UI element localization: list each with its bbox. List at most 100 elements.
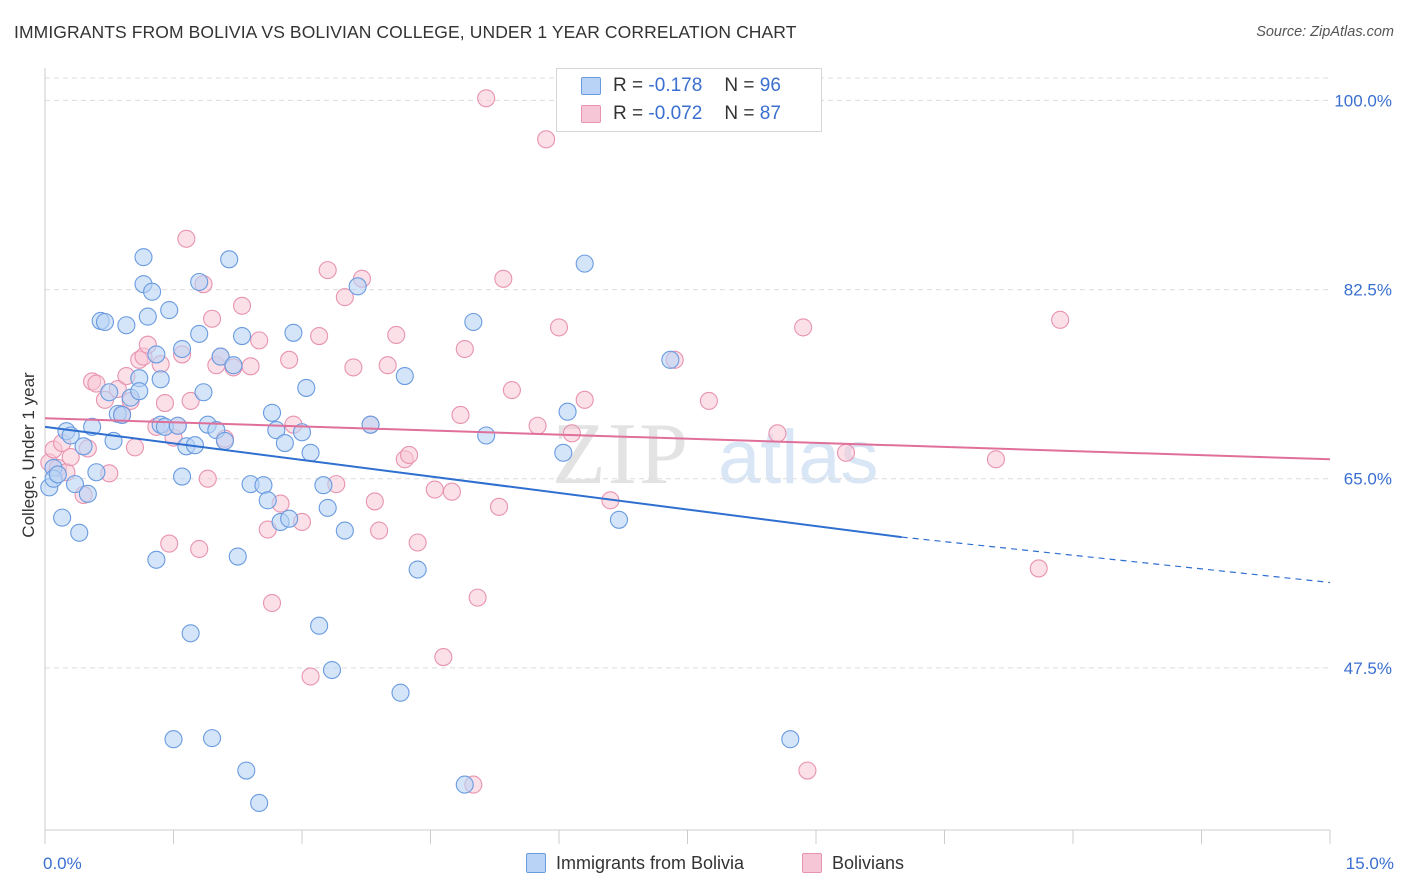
trend-line-immigrants-extrapolated bbox=[901, 536, 1331, 584]
x-tick-label-min: 0.0% bbox=[43, 854, 82, 873]
data-point-bolivians bbox=[365, 492, 384, 511]
data-point-immigrants bbox=[284, 323, 303, 342]
data-point-bolivians bbox=[699, 391, 718, 410]
data-point-immigrants bbox=[250, 793, 269, 813]
data-point-immigrants bbox=[138, 307, 157, 326]
data-point-immigrants bbox=[258, 491, 277, 510]
y-axis-label: College, Under 1 year bbox=[19, 372, 38, 538]
data-point-immigrants bbox=[70, 523, 89, 542]
data-point-immigrants bbox=[95, 312, 115, 332]
data-point-bolivians bbox=[387, 325, 406, 345]
data-point-bolivians bbox=[451, 405, 470, 425]
data-point-bolivians bbox=[442, 482, 461, 501]
y-tick-label: 82.5% bbox=[1344, 281, 1392, 300]
watermark-zip: ZIP bbox=[552, 406, 690, 503]
data-point-immigrants bbox=[609, 510, 629, 529]
data-point-immigrants bbox=[275, 434, 294, 453]
bottom-legend-immigrants: Immigrants from Bolivia bbox=[526, 850, 744, 876]
data-point-immigrants bbox=[237, 761, 256, 780]
data-point-bolivians bbox=[190, 539, 209, 559]
legend-swatch-pink bbox=[581, 105, 601, 123]
data-point-bolivians bbox=[549, 318, 569, 337]
data-point-immigrants bbox=[292, 423, 312, 442]
data-point-immigrants bbox=[262, 403, 282, 422]
data-point-immigrants bbox=[224, 356, 243, 375]
data-point-bolivians bbox=[301, 667, 320, 686]
data-point-immigrants bbox=[558, 402, 577, 421]
data-point-immigrants bbox=[220, 250, 239, 269]
legend-row-bolivians: R = -0.072 N = 87 bbox=[581, 103, 781, 125]
data-point-immigrants bbox=[100, 383, 119, 402]
data-point-bolivians bbox=[310, 327, 329, 346]
data-point-bolivians bbox=[798, 761, 817, 780]
y-tick-label: 100.0% bbox=[1334, 91, 1392, 110]
data-point-immigrants bbox=[314, 476, 333, 495]
source-label: Source: ZipAtlas.com bbox=[1256, 24, 1394, 40]
correlation-legend: R = -0.178 N = 96 R = -0.072 N = 87 bbox=[556, 68, 822, 132]
trend-line-immigrants bbox=[44, 425, 902, 539]
x-tick-label-max: 15.0% bbox=[1346, 854, 1394, 873]
data-point-bolivians bbox=[203, 309, 222, 328]
data-point-bolivians bbox=[986, 450, 1005, 469]
axes bbox=[44, 68, 1331, 844]
data-point-immigrants bbox=[181, 624, 200, 643]
data-point-immigrants bbox=[113, 405, 132, 425]
legend-n-label: N = bbox=[724, 103, 755, 124]
data-point-immigrants bbox=[395, 366, 414, 386]
data-point-immigrants bbox=[215, 431, 234, 450]
legend-n-value: 96 bbox=[759, 75, 781, 96]
data-point-bolivians bbox=[455, 339, 474, 359]
bottom-legend-swatch-pink bbox=[802, 853, 822, 873]
data-point-immigrants bbox=[151, 370, 170, 389]
data-point-bolivians bbox=[400, 445, 419, 464]
data-point-bolivians bbox=[335, 288, 354, 307]
data-point-bolivians bbox=[241, 357, 260, 376]
data-point-bolivians bbox=[502, 381, 521, 400]
data-point-bolivians bbox=[160, 534, 179, 553]
data-point-immigrants bbox=[87, 463, 106, 482]
data-point-immigrants bbox=[477, 426, 496, 445]
legend-n-value: 87 bbox=[759, 103, 781, 124]
data-point-bolivians bbox=[836, 443, 856, 462]
y-tick-label: 47.5% bbox=[1344, 659, 1392, 678]
data-point-bolivians bbox=[494, 269, 513, 288]
data-point-immigrants bbox=[164, 730, 183, 749]
data-point-immigrants bbox=[464, 312, 483, 332]
data-point-immigrants bbox=[130, 382, 149, 401]
data-point-immigrants bbox=[228, 547, 247, 566]
data-point-immigrants bbox=[661, 350, 680, 369]
data-point-immigrants bbox=[211, 347, 230, 366]
data-point-immigrants bbox=[322, 660, 342, 680]
data-point-immigrants bbox=[310, 616, 329, 635]
data-point-bolivians bbox=[425, 480, 444, 499]
legend-r-label: R = bbox=[613, 103, 644, 124]
data-point-immigrants bbox=[301, 443, 320, 462]
data-point-immigrants bbox=[575, 254, 594, 273]
data-point-bolivians bbox=[794, 318, 813, 337]
data-point-immigrants bbox=[173, 339, 192, 359]
data-point-immigrants bbox=[318, 498, 337, 517]
data-point-bolivians bbox=[408, 533, 427, 552]
trend-lines bbox=[44, 417, 1331, 584]
legend-r-label: R = bbox=[613, 75, 644, 96]
data-point-immigrants bbox=[173, 467, 192, 486]
data-point-immigrants bbox=[455, 775, 474, 794]
data-point-bolivians bbox=[232, 296, 252, 315]
data-point-bolivians bbox=[1051, 310, 1070, 329]
data-point-bolivians bbox=[370, 521, 389, 540]
data-point-immigrants bbox=[280, 509, 299, 528]
bottom-legend-bolivians: Bolivians bbox=[802, 850, 904, 876]
data-point-bolivians bbox=[575, 390, 594, 409]
data-point-immigrants bbox=[147, 345, 166, 364]
data-point-immigrants bbox=[65, 475, 85, 494]
data-point-immigrants bbox=[83, 417, 102, 436]
data-point-bolivians bbox=[344, 358, 363, 377]
data-point-immigrants bbox=[232, 327, 252, 346]
data-point-immigrants bbox=[297, 378, 316, 397]
data-point-bolivians bbox=[318, 261, 337, 280]
data-point-immigrants bbox=[134, 248, 153, 267]
data-point-bolivians bbox=[537, 130, 556, 149]
data-point-bolivians bbox=[61, 448, 80, 467]
data-point-bolivians bbox=[562, 424, 581, 443]
data-point-immigrants bbox=[361, 415, 380, 434]
